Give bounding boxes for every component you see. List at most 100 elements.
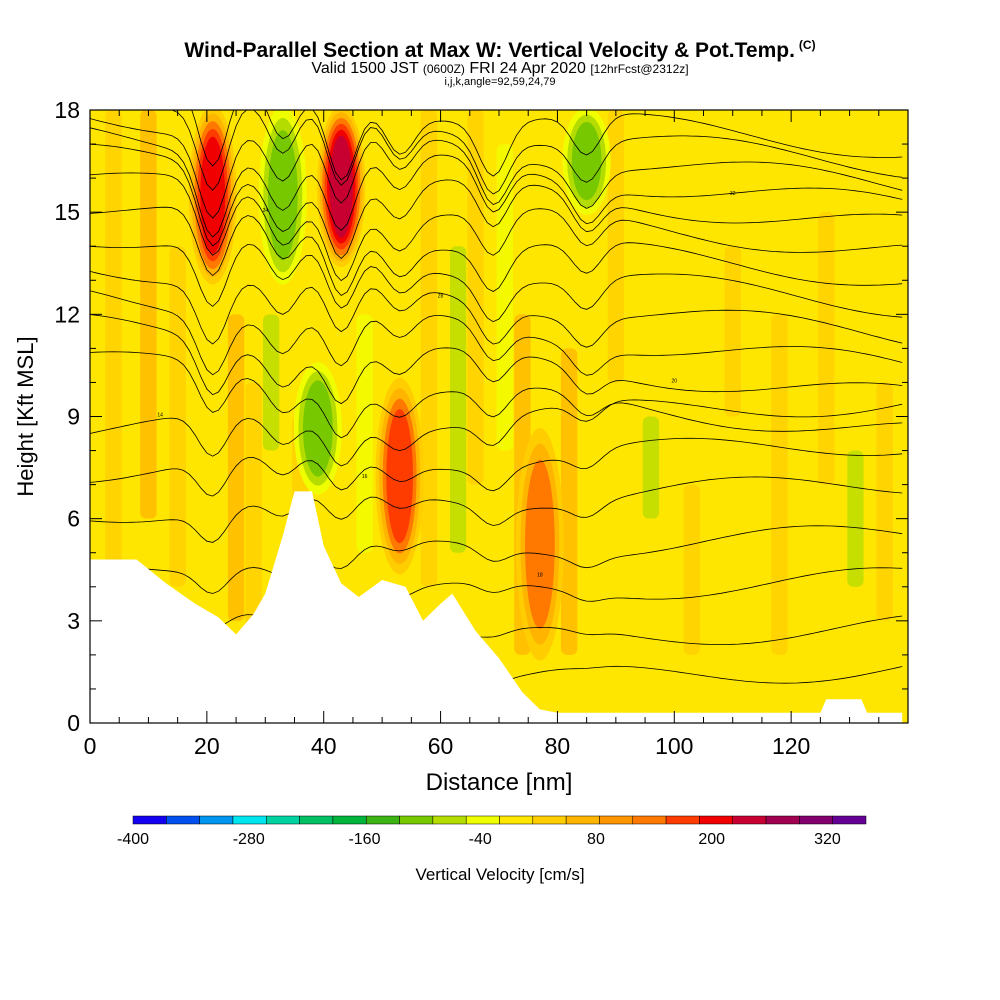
theta-contour-7 (90, 351, 903, 439)
colorbar-swatch (799, 815, 833, 825)
colorbar-swatch (365, 815, 400, 825)
y-tick-label: 18 (54, 97, 80, 123)
contour-label: 20 (672, 378, 678, 384)
band-21 (876, 382, 893, 621)
band-14 (607, 110, 625, 383)
downdraft-0-level-2 (267, 130, 298, 261)
colorbar-swatch (299, 815, 334, 825)
contour-label: 24 (263, 208, 269, 214)
theta-contour-5 (90, 437, 903, 497)
band-1 (140, 110, 157, 519)
theta-contour-14 (90, 143, 903, 259)
band-17 (724, 246, 741, 417)
colorbar-swatch (832, 815, 867, 825)
colorbar-swatch (599, 815, 634, 825)
x-tick-label: 80 (545, 733, 571, 759)
colorbar: -400 -280 -160 -40 80 200 320 Vertical Velocity… (117, 815, 867, 884)
colorbar-tick-label: 80 (587, 831, 605, 848)
theta-contour-2 (90, 567, 903, 629)
x-tick-label: 40 (311, 733, 337, 759)
updraft-1-level-5 (329, 135, 353, 238)
colorbar-swatch (166, 815, 200, 825)
y-tick-label: 15 (54, 199, 80, 225)
theta-contour-12 (90, 206, 903, 297)
colorbar-swatch (765, 815, 800, 825)
theta-contour-15 (90, 127, 903, 238)
colorbar-swatch (132, 815, 167, 825)
band-2 (169, 246, 186, 587)
band-9 (449, 246, 467, 553)
axes: 0 20 40 60 80 100 120 0 3 6 9 12 15 18 Distance [nm] He… (13, 97, 908, 796)
colorbar-swatch (432, 815, 467, 825)
theta-contour-4 (90, 476, 903, 543)
downdraft-1-level-2 (303, 380, 333, 477)
x-tick-label: 120 (772, 733, 810, 759)
colorbar-tick-label: 200 (698, 831, 725, 848)
colorbar-label: Vertical Velocity [cm/s] (415, 865, 584, 884)
colorbar-swatch (465, 815, 500, 825)
theta-contour-3 (90, 525, 903, 594)
y-tick-label: 3 (67, 608, 80, 634)
band-10 (467, 110, 484, 485)
terrain (90, 491, 903, 723)
theta-contour-10 (90, 271, 903, 348)
theta-contour-18 (191, 110, 903, 181)
colorbar-swatch (565, 815, 600, 825)
band-7 (356, 314, 373, 553)
downdraft-2-level-2 (571, 122, 602, 201)
colorbar-tick-label: 320 (814, 831, 841, 848)
colorbar-swatch (699, 815, 733, 825)
colorbar-tick-label: -40 (469, 831, 492, 848)
y-tick-label: 12 (54, 301, 80, 327)
x-tick-label: 0 (84, 733, 97, 759)
title-copyright: (C) (798, 38, 816, 52)
band-20 (847, 450, 864, 587)
colorbar-swatch (732, 815, 767, 825)
theta-contour-6 (90, 399, 903, 467)
contour-label: 14 (157, 413, 163, 419)
contour-label: 16 (362, 474, 368, 480)
colorbar-tick-label: -400 (117, 831, 149, 848)
colorbar-tick-label: -160 (348, 831, 380, 848)
colorbar-swatch (665, 815, 700, 825)
band-18 (771, 314, 788, 655)
updraft-2-level-3 (386, 408, 414, 544)
colorbar-swatch (399, 815, 434, 825)
theta-contour-13 (90, 172, 903, 282)
updraft-0-level-4 (200, 136, 226, 254)
colorbar-swatch (632, 815, 667, 825)
theta-contour-11 (90, 243, 903, 323)
valid-zulu: (0600Z) (422, 62, 465, 76)
x-tick-label: 20 (194, 733, 220, 759)
theta-contour-16 (90, 118, 903, 219)
colorbar-swatch (332, 815, 367, 825)
chart-params: i,j,k,angle=92,59,24,79 (444, 76, 556, 88)
colorbar-swatch (266, 815, 300, 825)
chart-subtitle: Valid 1500 JST (0600Z) FRI 24 Apr 2020 [… (0, 60, 1000, 78)
theta-contour-9 (90, 290, 903, 376)
forecast-tag: [12hrFcst@2312z] (590, 62, 689, 76)
colorbar-swatch (199, 815, 234, 825)
chart-title: Wind-Parallel Section at Max W: Vertical… (0, 38, 1000, 63)
colorbar-swatch (499, 815, 534, 825)
title-main: Wind-Parallel Section at Max W: Vertical… (184, 39, 795, 62)
contour-label: 18 (537, 573, 543, 579)
x-tick-label: 100 (655, 733, 693, 759)
y-axis-label: Height [Kft MSL] (13, 336, 38, 496)
x-axis-label: Distance [nm] (426, 769, 573, 796)
contour-label: 28 (438, 293, 444, 299)
x-tick-label: 60 (428, 733, 454, 759)
theta-contour-8 (90, 314, 903, 405)
band-3 (227, 314, 245, 621)
colorbar-tick-label: -280 (233, 831, 265, 848)
y-tick-label: 6 (67, 506, 80, 532)
valid-prefix: Valid 1500 JST (311, 60, 419, 77)
velocity-field: 14 16 18 20 24 28 32 (90, 110, 908, 723)
y-tick-label: 0 (67, 710, 80, 736)
updraft-3-level-2 (525, 459, 555, 629)
band-5 (262, 314, 280, 451)
y-tick-label: 9 (67, 404, 80, 430)
colorbar-swatch (232, 815, 267, 825)
band-16 (683, 484, 700, 655)
